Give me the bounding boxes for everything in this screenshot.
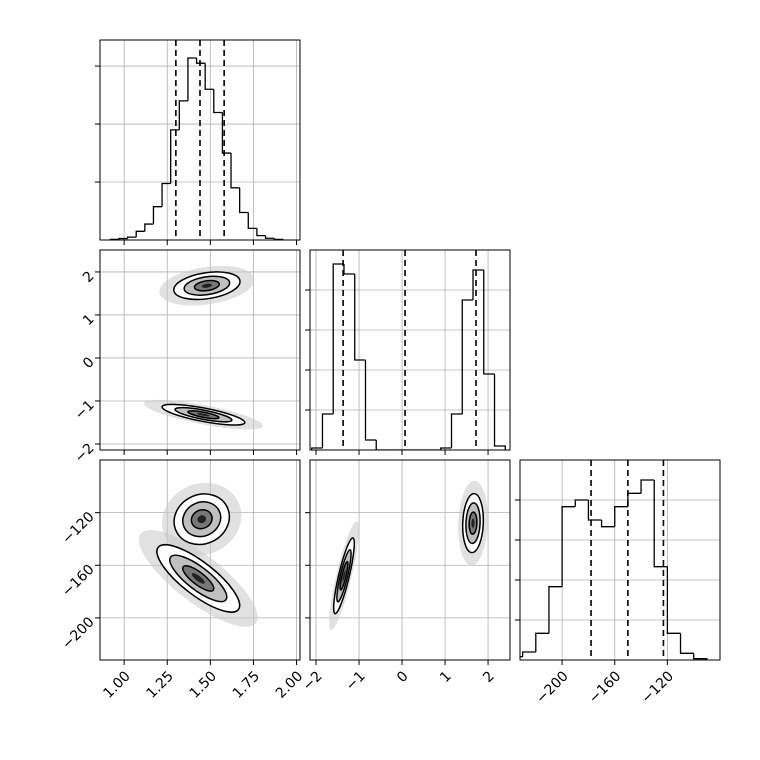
plot-area — [100, 250, 300, 450]
y-tick-label: −200 — [59, 614, 98, 653]
histogram-step — [332, 263, 344, 414]
panel — [305, 249, 511, 455]
plot-area — [100, 40, 300, 240]
plot-area — [310, 250, 510, 450]
histogram-step — [256, 228, 266, 237]
histogram-step — [247, 212, 257, 230]
density-contour — [342, 569, 346, 582]
y-tick-label: −1 — [72, 397, 98, 423]
histogram-step — [600, 520, 615, 528]
histogram-step — [483, 270, 495, 375]
panel: −2 −1 0 1 2 — [72, 249, 301, 466]
y-tick-label: −160 — [59, 562, 98, 601]
x-tick-label: −1 — [343, 668, 369, 694]
x-tick-label: 0 — [394, 668, 412, 686]
y-tick-label: −2 — [72, 440, 98, 466]
plot-area — [310, 460, 510, 660]
panel-frame — [99, 39, 301, 241]
y-tick-label: 0 — [80, 354, 98, 372]
x-tick-label: −2 — [300, 668, 326, 694]
panel — [95, 39, 301, 245]
histogram-step — [614, 506, 628, 527]
histogram-step — [221, 112, 232, 154]
density-contour — [471, 518, 475, 528]
histogram-step — [666, 566, 681, 634]
histogram-step — [264, 235, 275, 239]
histogram-step — [574, 499, 589, 507]
histogram-step — [375, 440, 387, 450]
histogram-step — [440, 447, 452, 450]
plot-area — [100, 460, 300, 660]
x-tick-label: 2 — [480, 668, 498, 686]
histogram-step — [450, 413, 463, 448]
histogram-step — [493, 374, 506, 450]
density-contour — [201, 283, 213, 288]
histogram-step — [239, 187, 249, 214]
y-tick-label: 2 — [80, 268, 98, 286]
density-contour — [191, 573, 205, 584]
panel-frame — [309, 459, 511, 661]
density-contour — [197, 515, 207, 524]
panel-frame — [99, 459, 301, 661]
histogram-step — [587, 500, 602, 521]
histogram-step — [343, 264, 355, 275]
panel: 1.00 1.25 1.50 1.75 2.00−200−160−120 — [59, 459, 306, 702]
panel-frame — [309, 249, 511, 451]
histogram-step — [321, 413, 334, 448]
x-tick-label: 1.75 — [230, 668, 263, 701]
histogram-step — [311, 447, 323, 450]
histogram-step — [213, 89, 223, 114]
panel-frame — [519, 459, 721, 661]
x-tick-label: −160 — [586, 668, 625, 707]
histogram-step — [693, 653, 708, 660]
histogram-step — [135, 230, 145, 238]
histogram-step — [152, 206, 163, 225]
histogram-step — [354, 274, 366, 361]
histogram-step — [640, 479, 655, 494]
histogram-step — [364, 360, 377, 441]
x-tick-label: 1.00 — [100, 668, 133, 701]
panel-frame — [99, 249, 301, 451]
histogram-step — [461, 299, 474, 414]
x-tick-label: 1 — [437, 668, 455, 686]
histogram-step — [520, 656, 523, 658]
panel: −200 −160 −120 — [515, 459, 721, 707]
histogram-step — [144, 223, 154, 232]
histogram-step — [521, 651, 536, 657]
histogram-step — [561, 506, 576, 587]
x-tick-label: −120 — [639, 668, 678, 707]
histogram-step — [195, 57, 206, 64]
histogram-step — [472, 269, 484, 300]
y-tick-label: −120 — [59, 509, 98, 548]
histogram-step — [204, 63, 214, 90]
histogram-step — [161, 182, 171, 207]
histogram-step — [118, 237, 128, 240]
plot-area — [520, 460, 720, 660]
histogram-step — [548, 586, 563, 634]
density-contour — [196, 413, 210, 417]
histogram-step — [230, 153, 240, 189]
histogram-step — [170, 129, 180, 184]
histogram-step — [126, 236, 137, 239]
histogram-step — [535, 632, 549, 652]
histogram-step — [653, 480, 668, 568]
y-tick-label: 1 — [80, 311, 98, 329]
x-tick-label: −200 — [533, 668, 572, 707]
histogram-step — [679, 633, 694, 654]
histogram-step — [178, 100, 188, 130]
panel: −2 −1 0 1 2 — [300, 459, 511, 694]
x-tick-label: 1.25 — [144, 668, 177, 701]
x-tick-label: 1.50 — [187, 668, 220, 701]
histogram-step — [187, 57, 197, 101]
